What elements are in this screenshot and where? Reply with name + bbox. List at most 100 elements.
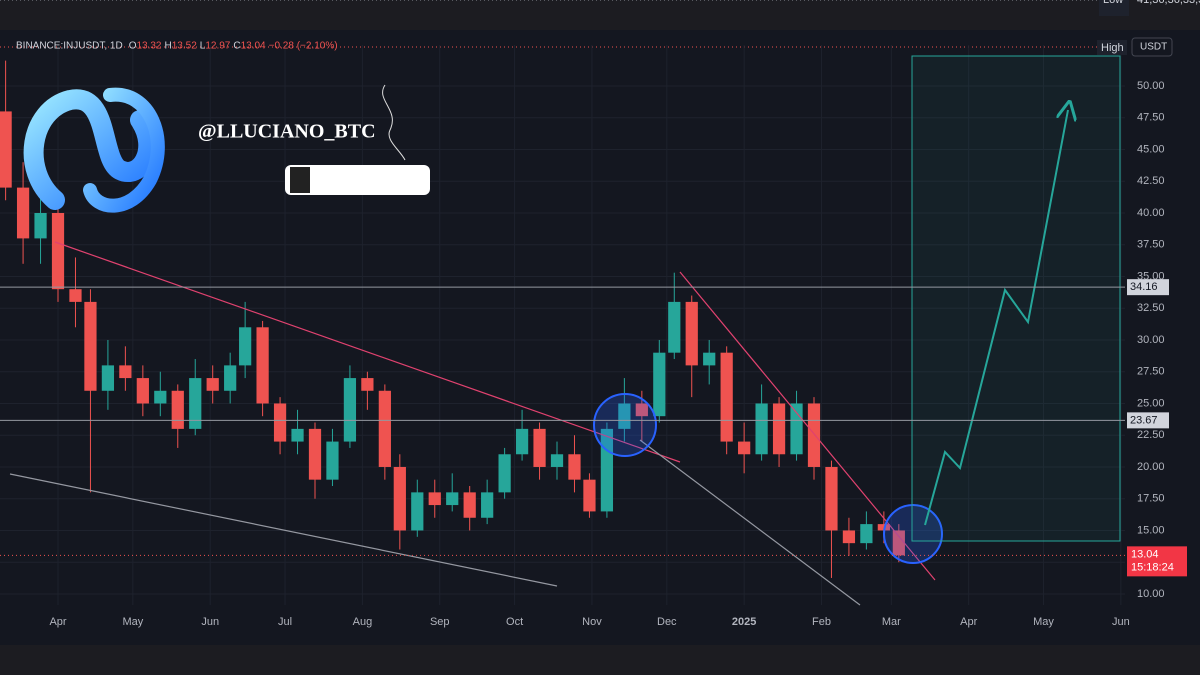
x-tick-label: Oct xyxy=(506,616,523,628)
ohlc-label: C xyxy=(233,41,240,52)
candle-body xyxy=(533,428,546,467)
candle-body xyxy=(343,378,357,442)
logo xyxy=(83,87,165,213)
level-tag xyxy=(1127,279,1169,296)
y-tick-label: 25.00 xyxy=(1137,397,1165,409)
price-axis xyxy=(1125,30,1200,645)
x-tick-label: Dec xyxy=(657,616,677,628)
candle-body xyxy=(583,479,596,512)
y-tick-label: 37.50 xyxy=(1137,239,1165,251)
candle-body xyxy=(256,327,269,404)
ohlc-value: 13.04 xyxy=(241,41,266,52)
candle-body xyxy=(515,428,529,455)
low-tag xyxy=(1099,0,1129,16)
candle-body xyxy=(703,352,716,366)
logo xyxy=(23,89,159,210)
highlight-circle xyxy=(593,393,657,457)
low-label: Low xyxy=(1103,0,1123,6)
candle-body xyxy=(685,301,698,366)
ohlc-label: H xyxy=(165,41,172,52)
candle-body xyxy=(498,454,511,493)
ohlc-label: O xyxy=(129,41,137,52)
candle-body xyxy=(860,524,873,544)
axes: 10.0012.5015.0017.5020.0022.5025.0027.50… xyxy=(0,0,1200,645)
candle-body xyxy=(0,111,12,188)
candle-body xyxy=(224,365,237,391)
candle-body xyxy=(51,213,65,290)
candle-body xyxy=(635,403,648,417)
level-label: 23.67 xyxy=(1130,414,1158,426)
x-tick-label: May xyxy=(122,616,143,628)
y-tick-label: 42.50 xyxy=(1137,175,1165,187)
last-price-label: 13.04 xyxy=(1131,548,1159,560)
x-tick-label: Jun xyxy=(201,616,219,628)
candle-body xyxy=(308,428,322,480)
candle-body xyxy=(154,390,167,404)
x-tick-label: Aug xyxy=(353,616,373,628)
countdown: 15:18:24 xyxy=(1131,561,1174,573)
level-label: 34.16 xyxy=(1130,281,1158,293)
smoke xyxy=(382,84,406,161)
candle-body xyxy=(411,492,424,531)
ohlc-value: 13.52 xyxy=(172,41,197,52)
level-tag xyxy=(1127,412,1169,429)
trend-line xyxy=(9,473,558,587)
candle-body xyxy=(892,530,905,556)
candle-body xyxy=(69,289,82,302)
x-tick-label: Sep xyxy=(430,616,450,628)
candle-body xyxy=(16,187,30,239)
candle-body xyxy=(136,378,149,404)
candle-body xyxy=(600,428,614,512)
candle-body xyxy=(206,378,219,391)
cigar xyxy=(285,165,430,195)
y-tick-label: 30.00 xyxy=(1137,334,1165,346)
candle-body xyxy=(790,403,803,455)
watermark: @LLUCIANO_BTC xyxy=(198,121,376,143)
y-tick-label: 15.00 xyxy=(1137,524,1165,536)
x-tick-label: May xyxy=(1033,616,1054,628)
candle-body xyxy=(772,403,786,455)
trend-line xyxy=(54,241,681,463)
candle-body xyxy=(171,390,184,429)
low-value: 41,36,36,33,31,18,24.5,26,24,24,21.5,22.… xyxy=(1137,0,1200,6)
x-tick-label: Jul xyxy=(278,616,292,628)
x-tick-label: Apr xyxy=(960,616,977,628)
candle-body xyxy=(842,530,856,544)
y-tick-label: 47.50 xyxy=(1137,112,1165,124)
candle-body xyxy=(825,466,838,531)
y-tick-label: 40.00 xyxy=(1137,207,1165,219)
candle-body xyxy=(84,301,97,391)
last-price-tag xyxy=(1127,546,1187,577)
legend: BINANCE:INJUSDT, 1D O 13.32 H 13.52 L 12.97 C 13… xyxy=(16,41,338,52)
y-tick-label: 27.50 xyxy=(1137,366,1165,378)
y-tick-label: 32.50 xyxy=(1137,302,1165,314)
chart-background xyxy=(0,30,1200,645)
candle-body xyxy=(755,403,768,455)
x-tick-label: 2025 xyxy=(732,616,756,628)
candle-body xyxy=(653,352,666,417)
grid xyxy=(0,45,1125,605)
candle-body xyxy=(34,213,47,239)
y-tick-label: 17.50 xyxy=(1137,493,1165,505)
candle-body xyxy=(239,327,252,366)
x-tick-label: Apr xyxy=(49,616,66,628)
candle-body xyxy=(189,378,202,429)
candle-body xyxy=(119,365,132,379)
high-tag xyxy=(1097,40,1127,55)
candle-body xyxy=(273,403,287,442)
candle-body xyxy=(361,378,374,391)
candle-body xyxy=(378,390,391,467)
candle-body xyxy=(463,492,476,518)
ohlc-value: 13.32 xyxy=(136,41,161,52)
currency: USDT xyxy=(1140,42,1167,53)
candle-body xyxy=(393,466,406,531)
candle-body xyxy=(446,492,459,506)
y-tick-label: 22.50 xyxy=(1137,429,1165,441)
candle-body xyxy=(568,454,581,480)
symbol: BINANCE:INJUSDT, 1D xyxy=(16,41,123,52)
ohlc-label: L xyxy=(200,41,206,52)
candle-body xyxy=(668,301,681,353)
x-tick-label: Mar xyxy=(882,616,901,628)
cigar-band xyxy=(290,167,310,193)
